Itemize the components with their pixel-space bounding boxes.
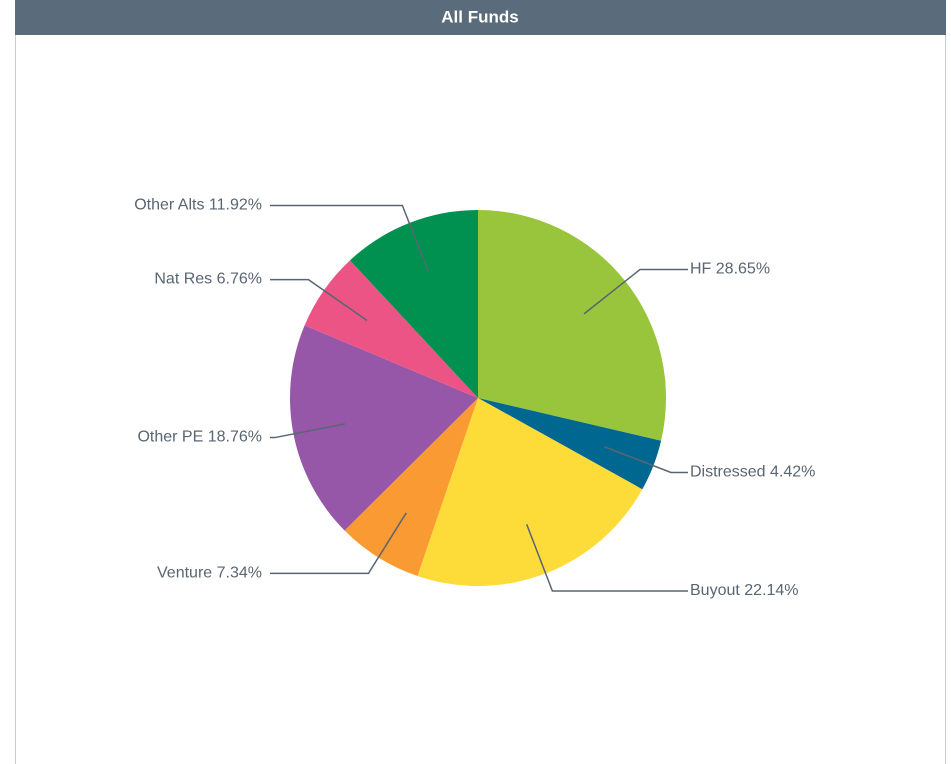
data-label: Distressed 4.42% (690, 464, 815, 481)
leader-line (270, 423, 346, 439)
label-name: Other Alts (134, 197, 204, 214)
label-value: 11.92% (209, 197, 262, 214)
pie-slice (304, 260, 478, 398)
leader-line (270, 278, 368, 322)
data-label: Other Alts 11.92% (134, 197, 262, 214)
leader-line (604, 446, 688, 474)
leader-line (270, 512, 407, 575)
pie-slice (417, 398, 643, 587)
label-value: 7.34% (217, 565, 262, 582)
label-value: 4.42% (770, 464, 815, 481)
label-name: Other PE (137, 429, 203, 446)
pie-slice (289, 325, 478, 531)
data-label: Venture 7.34% (157, 565, 262, 582)
pie-slice (344, 398, 478, 576)
pie-slice (478, 398, 662, 490)
label-value: 6.76% (217, 271, 262, 288)
pie-slice (478, 210, 666, 441)
label-name: Venture (157, 565, 212, 582)
data-label: Other PE 18.76% (137, 429, 262, 446)
label-name: HF (690, 261, 712, 278)
label-name: Buyout (690, 582, 740, 599)
label-value: 22.14% (744, 582, 798, 599)
leader-line (583, 268, 688, 315)
label-name: Distressed (690, 464, 766, 481)
data-label: Buyout 22.14% (690, 582, 799, 599)
label-value: 18.76% (208, 429, 262, 446)
leader-line (525, 524, 688, 592)
label-value: 28.65% (716, 261, 770, 278)
pie-slice (349, 210, 478, 398)
label-name: Nat Res (154, 271, 212, 288)
chart-title: All Funds (441, 7, 518, 26)
data-label: HF 28.65% (690, 261, 770, 278)
data-label: Nat Res 6.76% (154, 271, 262, 288)
title-bar (15, 0, 946, 35)
leader-line (270, 204, 430, 273)
